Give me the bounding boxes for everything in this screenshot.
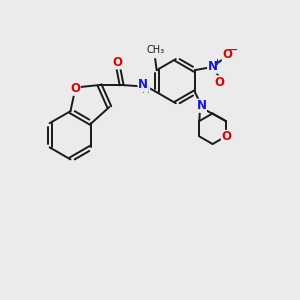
Text: N: N — [208, 60, 218, 73]
Text: O: O — [215, 76, 225, 89]
Text: O: O — [222, 48, 232, 61]
Text: N: N — [196, 99, 206, 112]
Text: −: − — [229, 45, 238, 55]
Text: O: O — [70, 82, 80, 95]
Text: O: O — [112, 56, 122, 69]
Text: +: + — [213, 58, 220, 67]
Text: H: H — [142, 85, 150, 95]
Text: O: O — [221, 130, 231, 143]
Text: N: N — [138, 78, 148, 91]
Text: CH₃: CH₃ — [146, 44, 164, 55]
